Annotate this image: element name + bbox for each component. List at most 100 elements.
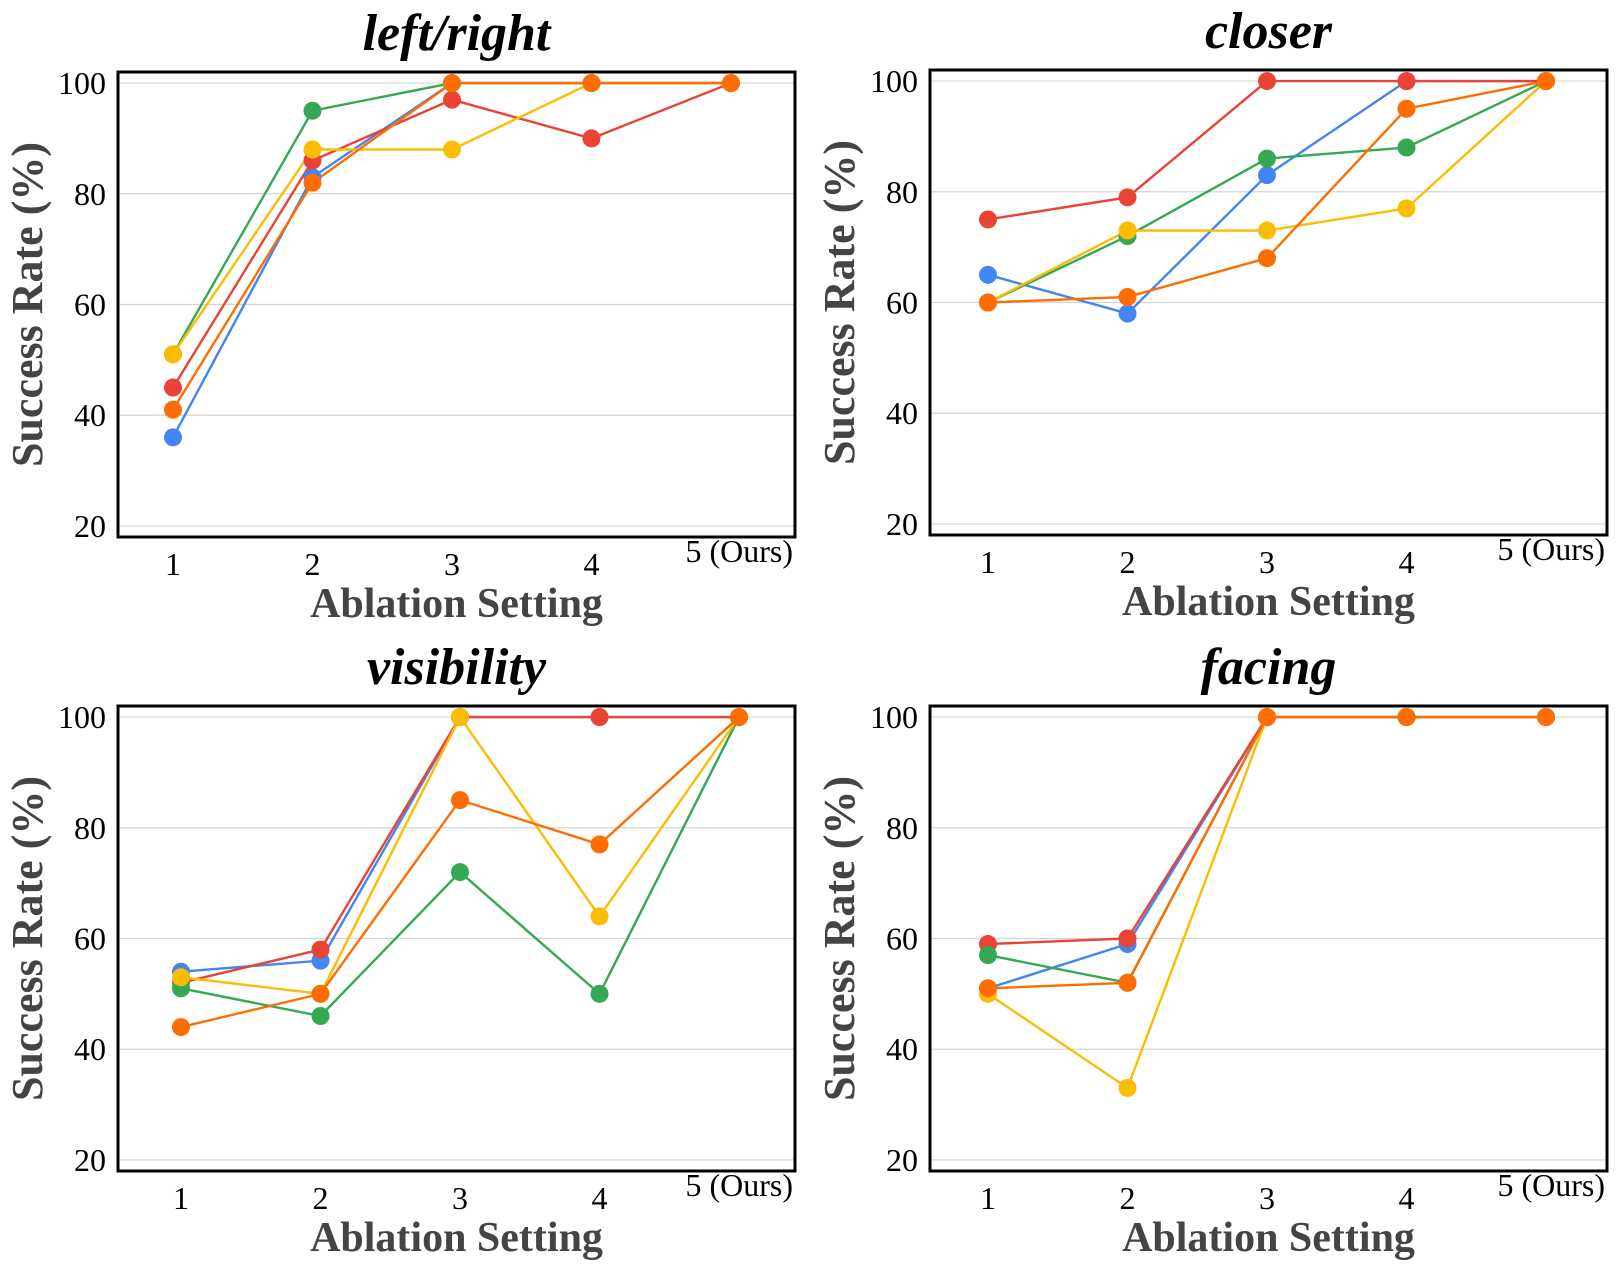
series-line-blue [180,715,739,973]
y-tick-label: 80 [886,174,918,210]
data-point-orange [979,979,997,998]
series-line-yellow [172,81,731,355]
y-axis-label: Success Rate (%) [3,776,52,1101]
series-line-green [171,81,731,355]
data-point-red [311,940,330,959]
chart-panel-visibility: 20 40 60 80 100 1 2 3 4 5 (Ours) visibility Ablatio… [3,639,797,1261]
data-point-green [979,946,997,965]
plot-frame [116,70,797,539]
chart-title: facing [1201,639,1337,696]
y-tick-label: 60 [74,921,106,957]
y-tick-label: 20 [886,506,918,542]
x-tick-label: 4 [592,1180,608,1216]
data-point-green [1397,138,1416,157]
data-point-yellow [1118,221,1137,240]
x-tick-label: 1 [173,1180,189,1216]
y-tick-label: 100 [58,699,106,735]
series-line-red [987,715,1546,946]
series-line-blue [987,715,1546,990]
data-point-red [443,90,461,109]
y-tick-label: 40 [886,1031,918,1067]
data-point-blue [1118,304,1137,323]
x-tick-label: 4 [1399,1180,1415,1216]
data-point-orange [1537,708,1555,727]
x-tick-label: 1 [980,544,996,580]
x-tick-label: 3 [1259,1180,1275,1216]
series-line-red [180,715,739,984]
data-point-yellow [590,907,609,926]
y-tick-label: 40 [74,397,106,433]
series-line-blue [987,79,1546,315]
data-point-orange [164,400,182,419]
y-tick-label: 100 [870,699,918,735]
data-point-blue [979,265,997,284]
data-point-orange [590,835,609,854]
data-point-yellow [1397,199,1416,218]
data-point-yellow [443,140,461,159]
x-axis-label: Ablation Setting [1122,1215,1415,1261]
x-tick-label: 5 (Ours) [685,1167,793,1203]
data-point-blue [164,428,182,447]
data-point-orange [1258,708,1276,727]
series-line-yellow [180,714,740,996]
series-line-green [987,715,1546,985]
data-point-yellow [1258,221,1276,240]
x-axis-label: Ablation Setting [310,1215,603,1261]
series-line-red [171,81,732,389]
data-point-orange [979,293,997,312]
data-point-orange [303,173,322,192]
data-point-green [311,1007,330,1025]
data-point-red [590,708,609,727]
plot-frame [116,704,797,1173]
y-tick-label: 20 [74,508,106,544]
x-tick-label: 4 [1399,544,1415,580]
data-point-orange [1537,72,1555,91]
data-point-orange [443,74,461,93]
x-tick-label: 3 [1259,544,1275,580]
data-point-orange [172,1018,190,1037]
x-tick-label: 2 [1120,544,1136,580]
data-point-red [1258,72,1276,91]
chart-panel-closer: 20 40 60 80 100 1 2 3 4 5 (Ours) closer Ablation Se… [815,3,1609,625]
series-line-blue [171,81,731,438]
x-tick-label: 1 [165,546,181,582]
data-point-yellow [164,345,182,364]
data-point-orange [1397,708,1416,727]
series-line-yellow [987,715,1546,1090]
chart-title: visibility [367,639,547,696]
y-tick-label: 40 [886,395,918,431]
chart-panel-left-right: 20 40 60 80 100 1 2 3 4 5 (Ours) left/right Ablatio… [3,5,797,627]
y-tick-label: 40 [74,1031,106,1067]
plot-frame [928,704,1609,1173]
y-tick-label: 100 [58,65,106,101]
y-axis-label: Success Rate (%) [3,142,52,467]
data-point-yellow [303,140,322,159]
y-tick-label: 80 [74,810,106,846]
chart-title: closer [1205,3,1333,60]
data-point-orange [451,791,469,810]
data-point-orange [582,74,601,93]
data-point-orange [311,984,330,1003]
x-axis-label: Ablation Setting [310,581,603,627]
y-tick-label: 60 [74,287,106,323]
data-point-yellow [451,708,469,727]
data-point-red [582,129,601,148]
plot-frame [928,68,1609,537]
x-tick-label: 3 [444,546,460,582]
data-point-orange [722,74,740,93]
x-tick-label: 5 (Ours) [1497,1167,1605,1203]
chart-title: left/right [363,5,552,62]
y-tick-label: 60 [886,921,918,957]
data-point-green [303,101,322,120]
data-point-green [1258,149,1276,168]
data-point-red [1118,929,1137,948]
y-axis-label: Success Rate (%) [815,140,864,465]
x-tick-label: 5 (Ours) [685,533,793,569]
x-axis-label: Ablation Setting [1122,579,1415,625]
x-tick-label: 4 [584,546,600,582]
y-axis-label: Success Rate (%) [815,776,864,1101]
x-tick-label: 5 (Ours) [1497,531,1605,567]
data-point-red [979,210,997,229]
x-tick-label: 2 [313,1180,329,1216]
series-line-orange [987,715,1546,990]
